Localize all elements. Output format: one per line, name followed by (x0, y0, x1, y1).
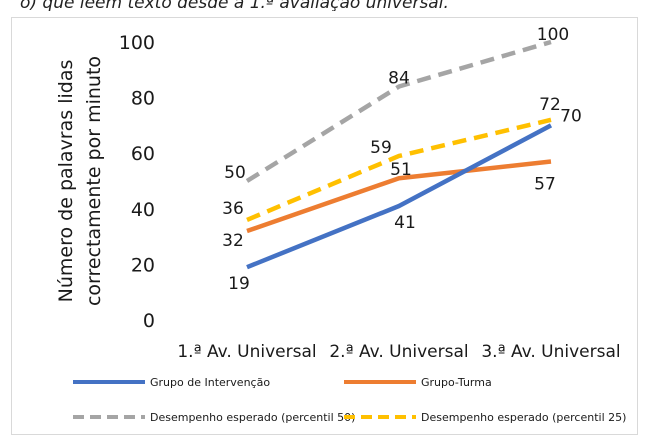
x-category-label: 1.ª Av. Universal (177, 342, 316, 362)
series-line-3 (245, 39, 552, 183)
series-line-1 (246, 123, 553, 270)
legend-label-1: Grupo de Intervenção (150, 376, 270, 389)
y-axis-label-line-2: correctamente por minuto (83, 56, 105, 306)
data-label-series-3: 100 (537, 25, 569, 45)
data-label-series-2: 51 (390, 160, 412, 180)
y-tick-label-20: 20 (131, 254, 155, 276)
data-label-series-2: 32 (222, 231, 244, 251)
legend-label-3: Desempenho esperado (percentil 50) (150, 411, 355, 424)
y-tick-label-60: 60 (131, 143, 155, 165)
y-tick-label-80: 80 (131, 88, 155, 110)
data-label-series-4: 72 (539, 95, 561, 115)
y-tick-label-0: 0 (143, 310, 155, 332)
x-category-label: 3.ª Av. Universal (481, 342, 620, 362)
x-category-label: 2.ª Av. Universal (329, 342, 468, 362)
series-line-4 (246, 117, 552, 222)
data-label-series-4: 36 (222, 199, 244, 219)
caption-text: o) que leem texto desde a 1.ª avaliação … (20, 0, 449, 11)
legend-label-2: Grupo-Turma (421, 376, 492, 389)
data-label-series-2: 57 (534, 175, 556, 195)
data-label-series-3: 50 (224, 163, 246, 183)
y-tick-label-100: 100 (119, 32, 155, 54)
legend-label-4: Desempenho esperado (percentil 25) (421, 411, 626, 424)
y-axis-label-line-1: Número de palavras lidas (55, 60, 77, 303)
chart-frame (11, 17, 638, 435)
data-label-series-1: 19 (228, 274, 250, 294)
series-line-2 (246, 159, 552, 234)
y-tick-label-40: 40 (131, 199, 155, 221)
data-label-series-3: 84 (388, 68, 410, 88)
data-label-series-1: 41 (394, 213, 416, 233)
data-label-series-4: 59 (370, 138, 392, 158)
data-label-series-1: 70 (560, 106, 582, 126)
